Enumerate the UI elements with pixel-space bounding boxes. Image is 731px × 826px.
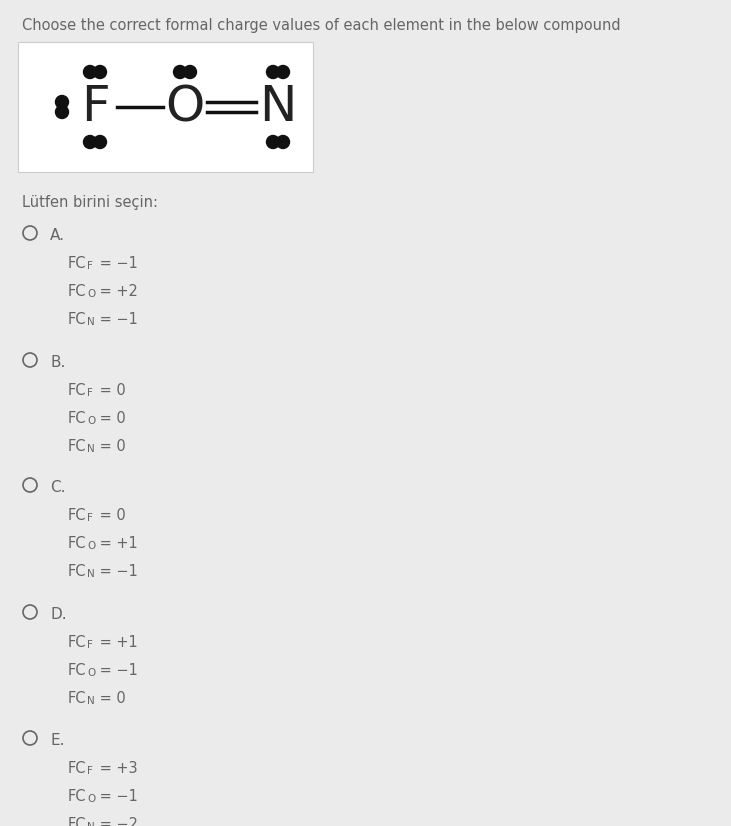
Text: O: O bbox=[87, 289, 95, 299]
Text: F: F bbox=[87, 261, 93, 271]
Text: FC: FC bbox=[68, 761, 86, 776]
Circle shape bbox=[83, 65, 96, 78]
Text: D.: D. bbox=[50, 607, 67, 622]
Text: FC: FC bbox=[68, 411, 86, 426]
Circle shape bbox=[267, 135, 279, 149]
Text: N: N bbox=[87, 317, 95, 327]
Text: FC: FC bbox=[68, 383, 86, 398]
Circle shape bbox=[83, 135, 96, 149]
Text: FC: FC bbox=[68, 439, 86, 454]
Text: = +1: = +1 bbox=[95, 536, 137, 551]
Circle shape bbox=[267, 65, 279, 78]
Text: = 0: = 0 bbox=[95, 383, 126, 398]
Text: C.: C. bbox=[50, 480, 66, 495]
Text: = 0: = 0 bbox=[95, 411, 126, 426]
Text: FC: FC bbox=[68, 312, 86, 327]
Text: FC: FC bbox=[68, 536, 86, 551]
Circle shape bbox=[276, 135, 289, 149]
Text: = −1: = −1 bbox=[95, 789, 138, 804]
Circle shape bbox=[94, 65, 107, 78]
FancyBboxPatch shape bbox=[18, 42, 313, 172]
Text: FC: FC bbox=[68, 789, 86, 804]
Text: FC: FC bbox=[68, 691, 86, 706]
Text: F: F bbox=[87, 640, 93, 650]
Text: = −2: = −2 bbox=[95, 817, 138, 826]
Text: = −1: = −1 bbox=[95, 663, 138, 678]
Text: N: N bbox=[87, 569, 95, 579]
Text: F: F bbox=[87, 388, 93, 398]
Text: = 0: = 0 bbox=[95, 691, 126, 706]
Circle shape bbox=[56, 96, 69, 108]
Text: FC: FC bbox=[68, 817, 86, 826]
Text: = −1: = −1 bbox=[95, 256, 138, 271]
Text: N: N bbox=[87, 696, 95, 706]
Text: O: O bbox=[87, 541, 95, 551]
Text: FC: FC bbox=[68, 564, 86, 579]
Text: FC: FC bbox=[68, 508, 86, 523]
Text: E.: E. bbox=[50, 733, 64, 748]
Text: N: N bbox=[87, 444, 95, 454]
Text: = −1: = −1 bbox=[95, 564, 138, 579]
Circle shape bbox=[94, 135, 107, 149]
Text: B.: B. bbox=[50, 355, 65, 370]
Text: Choose the correct formal charge values of each element in the below compound: Choose the correct formal charge values … bbox=[22, 18, 621, 33]
Circle shape bbox=[276, 65, 289, 78]
Text: N: N bbox=[260, 83, 297, 131]
Text: = +1: = +1 bbox=[95, 635, 137, 650]
Circle shape bbox=[173, 65, 186, 78]
Text: N: N bbox=[87, 822, 95, 826]
Text: O: O bbox=[87, 416, 95, 426]
Text: A.: A. bbox=[50, 228, 65, 243]
Circle shape bbox=[56, 106, 69, 118]
Circle shape bbox=[183, 65, 197, 78]
Text: F: F bbox=[80, 83, 110, 131]
Text: Lütfen birini seçin:: Lütfen birini seçin: bbox=[22, 195, 158, 210]
Text: = +3: = +3 bbox=[95, 761, 137, 776]
Text: = 0: = 0 bbox=[95, 508, 126, 523]
Text: FC: FC bbox=[68, 284, 86, 299]
Text: O: O bbox=[165, 83, 205, 131]
Text: = −1: = −1 bbox=[95, 312, 138, 327]
Text: F: F bbox=[87, 766, 93, 776]
Text: O: O bbox=[87, 668, 95, 678]
Text: F: F bbox=[87, 513, 93, 523]
Text: FC: FC bbox=[68, 663, 86, 678]
Text: FC: FC bbox=[68, 256, 86, 271]
Text: = 0: = 0 bbox=[95, 439, 126, 454]
Text: = +2: = +2 bbox=[95, 284, 138, 299]
Text: O: O bbox=[87, 794, 95, 804]
Text: FC: FC bbox=[68, 635, 86, 650]
